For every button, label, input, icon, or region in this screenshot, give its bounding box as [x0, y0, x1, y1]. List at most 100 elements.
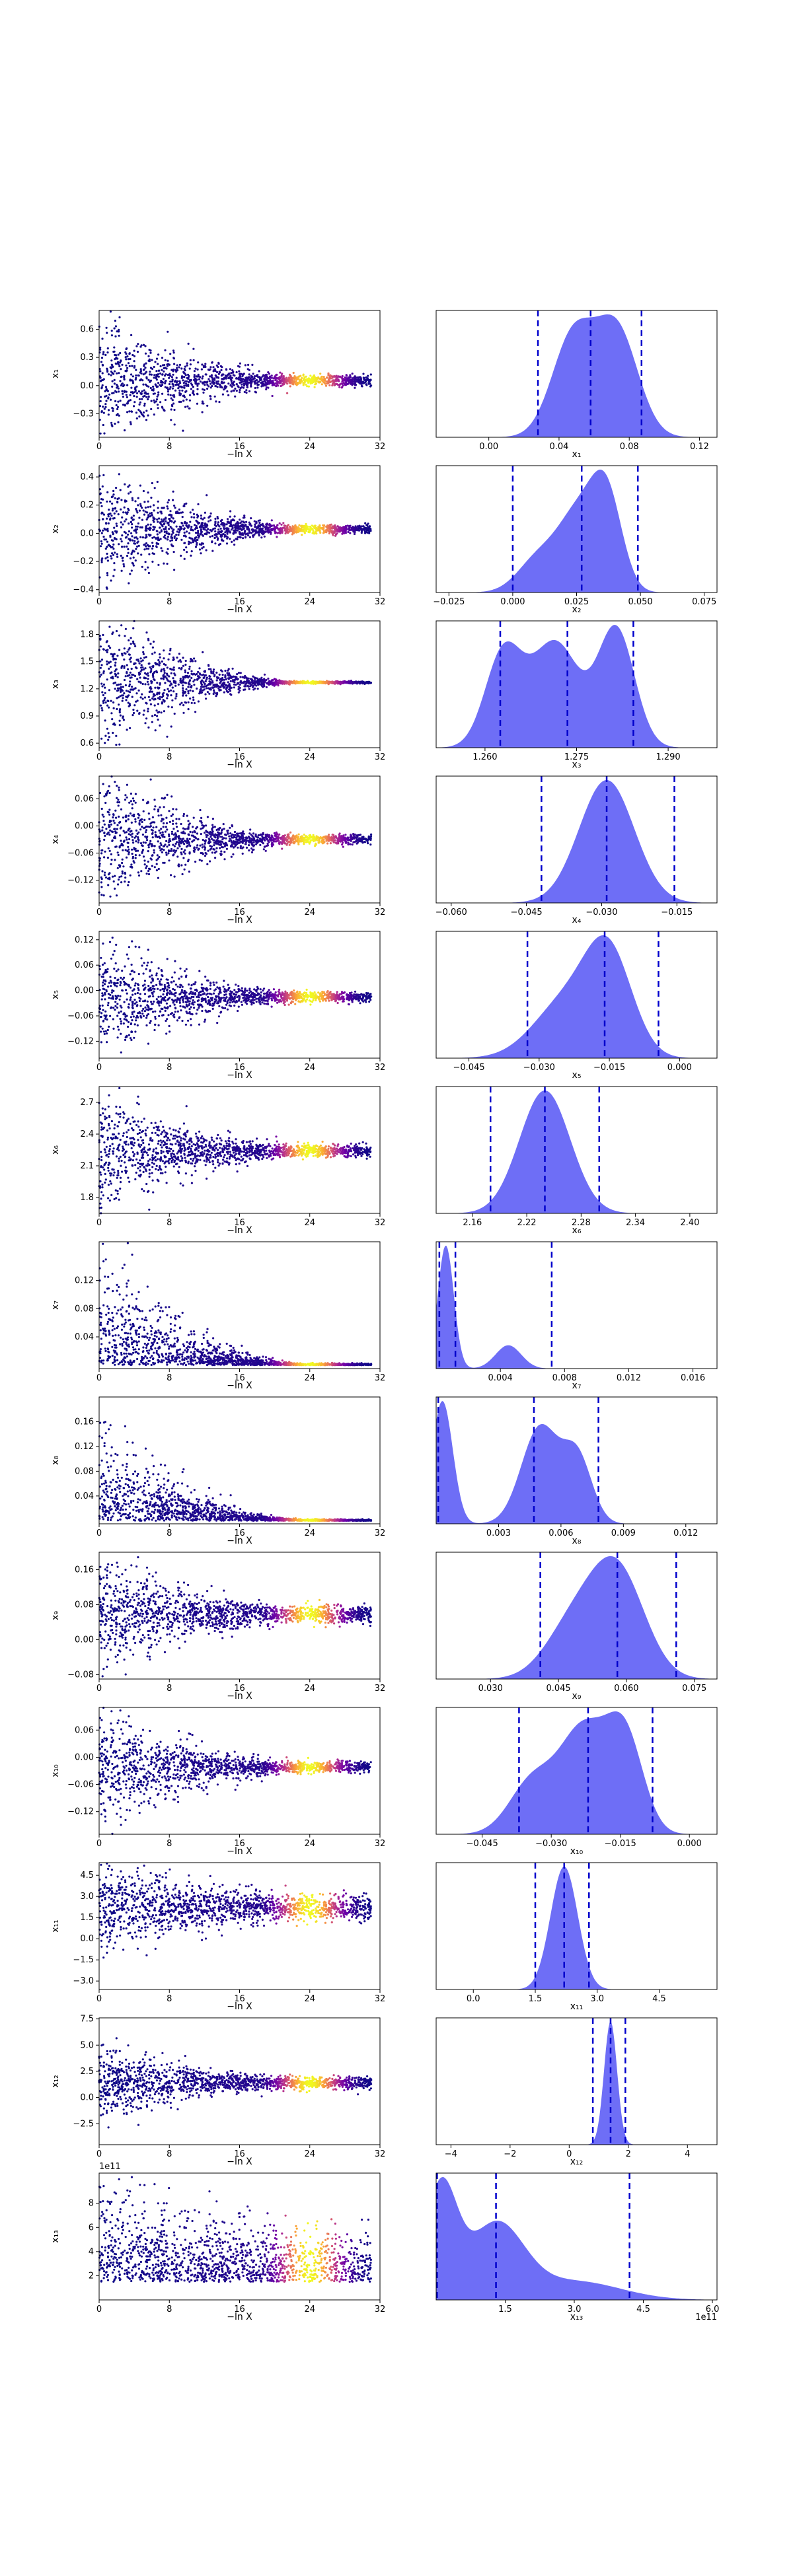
trace-point	[106, 369, 109, 372]
trace-point	[307, 525, 309, 528]
trace-point	[272, 379, 274, 382]
trace-point	[188, 668, 191, 670]
trace-point	[145, 371, 148, 373]
trace-point	[133, 355, 135, 357]
trace-point	[124, 532, 127, 534]
trace-point	[328, 532, 330, 535]
trace-point	[250, 684, 252, 686]
trace-point	[172, 668, 174, 671]
trace-point	[290, 376, 293, 378]
trace-point	[217, 528, 220, 531]
trace-point	[221, 393, 224, 396]
trace-point	[113, 562, 116, 565]
trace-point	[106, 649, 109, 651]
trace-point	[126, 651, 129, 653]
trace-point	[205, 549, 208, 552]
trace-point	[188, 407, 190, 410]
trace-point	[118, 414, 120, 417]
trace-point	[207, 664, 210, 666]
trace-point	[149, 512, 151, 515]
trace-point	[112, 493, 115, 496]
trace-point	[174, 684, 177, 687]
trace-point	[280, 375, 283, 377]
trace-point	[153, 714, 157, 717]
trace-point	[197, 503, 200, 506]
trace-point	[285, 380, 287, 383]
trace-point	[116, 386, 118, 389]
trace-point	[125, 699, 128, 701]
trace-point	[122, 686, 124, 688]
trace-point	[102, 648, 105, 651]
trace-point	[248, 849, 250, 852]
trace-point	[223, 535, 226, 538]
trace-point	[106, 367, 108, 370]
trace-point	[165, 677, 168, 680]
trace-point	[265, 382, 268, 385]
trace-point	[109, 500, 112, 503]
trace-point	[343, 526, 346, 528]
trace-point	[195, 524, 198, 528]
trace-point	[309, 382, 312, 385]
trace-point	[179, 679, 182, 682]
trace-point	[118, 743, 121, 746]
trace-point	[172, 402, 175, 405]
trace-point	[342, 384, 344, 387]
trace-point	[277, 682, 280, 685]
trace-point	[341, 386, 344, 388]
trace-point	[116, 406, 120, 408]
trace-point	[328, 384, 331, 386]
trace-point	[141, 379, 144, 382]
trace-point	[298, 524, 301, 526]
trace-point	[185, 530, 188, 533]
trace-point	[229, 368, 231, 371]
trace-point	[145, 525, 147, 528]
trace-point	[215, 525, 217, 528]
trace-point	[163, 710, 165, 713]
trace-point	[211, 851, 213, 854]
trace-point	[145, 865, 148, 868]
x-tick-label: 0.08	[620, 442, 639, 452]
density-area	[436, 314, 717, 437]
trace-point	[217, 380, 219, 383]
trace-point	[295, 526, 297, 530]
trace-point	[159, 365, 162, 368]
trace-point	[114, 887, 116, 890]
trace-point	[120, 624, 123, 627]
trace-point	[147, 707, 149, 710]
trace-point	[243, 384, 246, 387]
trace-point	[142, 646, 145, 649]
trace-point	[178, 508, 180, 511]
trace-point	[165, 530, 168, 533]
trace-point	[162, 378, 165, 380]
trace-point	[102, 518, 104, 520]
trace-point	[315, 376, 318, 379]
trace-point	[176, 369, 179, 372]
trace-point	[110, 539, 113, 542]
trace-point	[135, 840, 137, 843]
trace-point	[230, 519, 233, 522]
trace-point	[112, 814, 115, 816]
trace-point	[104, 386, 108, 388]
trace-point	[110, 579, 112, 582]
trace-point	[225, 834, 227, 836]
trace-point	[197, 361, 200, 364]
trace-point	[144, 529, 147, 532]
trace-point	[179, 382, 182, 384]
trace-point	[171, 382, 174, 386]
trace-point	[204, 855, 207, 857]
trace-point	[150, 680, 153, 682]
trace-point	[357, 376, 359, 379]
trace-point	[116, 676, 119, 678]
trace-point	[289, 385, 291, 388]
trace-point	[362, 373, 365, 375]
y-tick-label: 0.0	[80, 381, 94, 391]
trace-point	[365, 383, 367, 386]
trace-point	[114, 672, 116, 676]
trace-point	[174, 680, 177, 683]
trace-point	[110, 671, 113, 674]
trace-point	[147, 571, 150, 575]
trace-point	[166, 363, 169, 366]
trace-point	[172, 551, 175, 554]
trace-point	[101, 372, 104, 375]
